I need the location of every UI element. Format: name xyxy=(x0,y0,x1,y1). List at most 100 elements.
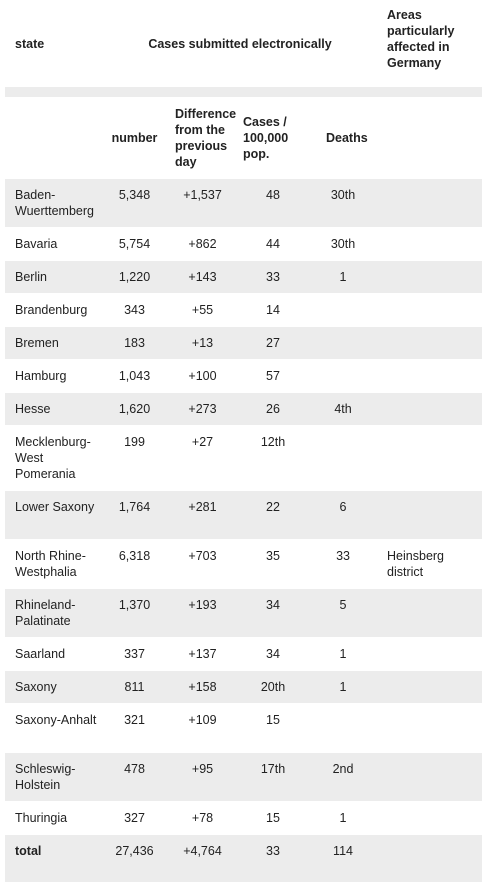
cell-area xyxy=(378,490,482,540)
table-row: Saarland 337 +137 34 1 xyxy=(5,637,482,671)
table-row: Rhineland-Palatinate 1,370 +193 34 5 xyxy=(5,588,482,638)
table-row: Brandenburg 343 +55 14 xyxy=(5,293,482,327)
cell-area xyxy=(378,588,482,638)
cell-difference: +193 xyxy=(167,588,238,638)
cell-state: Lower Saxony xyxy=(5,490,102,540)
cell-deaths xyxy=(308,326,379,360)
cell-deaths: 6 xyxy=(308,490,379,540)
cell-state: Schleswig-Holstein xyxy=(5,752,102,802)
total-cell-area xyxy=(378,834,482,868)
cell-deaths: 30th xyxy=(308,227,379,261)
cell-number: 199 xyxy=(102,425,167,491)
header-empty-areas xyxy=(378,97,482,179)
cell-difference: +273 xyxy=(167,392,238,426)
total-cell-number: 27,436 xyxy=(102,834,167,868)
cell-state: Hamburg xyxy=(5,359,102,393)
cell-cases-per-100k: 35 xyxy=(238,539,308,589)
cell-state: Saarland xyxy=(5,637,102,671)
cell-cases-per-100k: 22 xyxy=(238,490,308,540)
cell-difference: +703 xyxy=(167,539,238,589)
cell-cases-per-100k: 48 xyxy=(238,178,308,228)
cell-deaths xyxy=(308,293,379,327)
total-row: total 27,436 +4,764 33 114 xyxy=(5,834,482,868)
cell-difference: +158 xyxy=(167,670,238,704)
cell-cases-per-100k: 34 xyxy=(238,588,308,638)
cell-area xyxy=(378,670,482,704)
cell-area xyxy=(378,801,482,835)
total-cell-state: total xyxy=(5,834,102,868)
cell-state: Bremen xyxy=(5,326,102,360)
cell-cases-per-100k: 33 xyxy=(238,260,308,294)
header-cases-electronic: Cases submitted electronically xyxy=(148,36,332,51)
cell-difference: +143 xyxy=(167,260,238,294)
cell-state: Saxony-Anhalt xyxy=(5,703,102,753)
cell-cases-per-100k: 26 xyxy=(238,392,308,426)
header-row-sub: number Difference from the previous day … xyxy=(5,97,482,179)
table-row: Berlin 1,220 +143 33 1 xyxy=(5,260,482,294)
table-row: Bremen 183 +13 27 xyxy=(5,326,482,360)
cell-deaths xyxy=(308,425,379,491)
cell-difference: +1,537 xyxy=(167,178,238,228)
header-empty xyxy=(5,97,102,179)
cell-area xyxy=(378,359,482,393)
cell-state: Berlin xyxy=(5,260,102,294)
cell-deaths: 1 xyxy=(308,637,379,671)
table-row: Hesse 1,620 +273 26 4th xyxy=(5,392,482,426)
table-row: North Rhine-Westphalia 6,318 +703 35 33 Heins… xyxy=(5,539,482,589)
cell-area xyxy=(378,637,482,671)
cell-deaths: 2nd xyxy=(308,752,379,802)
cell-deaths: 30th xyxy=(308,178,379,228)
cell-number: 811 xyxy=(102,670,167,704)
table-row: Saxony 811 +158 20th 1 xyxy=(5,670,482,704)
table-row: Baden-Wuerttemberg 5,348 +1,537 48 30th xyxy=(5,178,482,228)
cell-difference: +137 xyxy=(167,637,238,671)
cell-difference: +78 xyxy=(167,801,238,835)
table-row: Thuringia 327 +78 15 1 xyxy=(5,801,482,835)
cell-area xyxy=(378,703,482,753)
cell-area xyxy=(378,293,482,327)
table-row: Mecklenburg-West Pomerania 199 +27 12th xyxy=(5,425,482,491)
cell-cases-per-100k: 20th xyxy=(238,670,308,704)
header-row-top: state Cases submitted electronically Are… xyxy=(5,0,482,87)
cell-cases-per-100k: 17th xyxy=(238,752,308,802)
table-row: Schleswig-Holstein 478 +95 17th 2nd xyxy=(5,752,482,802)
cell-state: Baden-Wuerttemberg xyxy=(5,178,102,228)
header-divider xyxy=(5,87,482,97)
header-deaths: Deaths xyxy=(326,130,368,145)
cell-number: 5,348 xyxy=(102,178,167,228)
cell-cases-per-100k: 12th xyxy=(238,425,308,491)
total-cell-deaths: 114 xyxy=(308,834,379,868)
cell-cases-per-100k: 57 xyxy=(238,359,308,393)
cell-deaths xyxy=(308,359,379,393)
cell-cases-per-100k: 15 xyxy=(238,801,308,835)
table-row: Saxony-Anhalt 321 +109 15 xyxy=(5,703,482,753)
cell-state: Brandenburg xyxy=(5,293,102,327)
cell-area xyxy=(378,227,482,261)
cell-number: 6,318 xyxy=(102,539,167,589)
cell-deaths: 33 xyxy=(308,539,379,589)
cell-area xyxy=(378,392,482,426)
cell-number: 183 xyxy=(102,326,167,360)
cell-number: 1,043 xyxy=(102,359,167,393)
cell-state: Hesse xyxy=(5,392,102,426)
cell-number: 327 xyxy=(102,801,167,835)
cell-difference: +55 xyxy=(167,293,238,327)
cell-cases-per-100k: 44 xyxy=(238,227,308,261)
cell-number: 1,764 xyxy=(102,490,167,540)
cell-number: 337 xyxy=(102,637,167,671)
table-row: Hamburg 1,043 +100 57 xyxy=(5,359,482,393)
cell-state: Mecklenburg-West Pomerania xyxy=(5,425,102,491)
cell-difference: +13 xyxy=(167,326,238,360)
cell-difference: +281 xyxy=(167,490,238,540)
header-cases-per-100k: Cases / 100,000 pop. xyxy=(243,114,289,161)
table-footer-band xyxy=(5,867,482,882)
cell-difference: +109 xyxy=(167,703,238,753)
cell-deaths: 1 xyxy=(308,260,379,294)
cell-deaths: 1 xyxy=(308,801,379,835)
table-body: Baden-Wuerttemberg 5,348 +1,537 48 30th Bavar… xyxy=(5,178,482,882)
cell-state: Bavaria xyxy=(5,227,102,261)
cell-number: 1,370 xyxy=(102,588,167,638)
cell-state: Rhineland-Palatinate xyxy=(5,588,102,638)
cell-deaths: 1 xyxy=(308,670,379,704)
